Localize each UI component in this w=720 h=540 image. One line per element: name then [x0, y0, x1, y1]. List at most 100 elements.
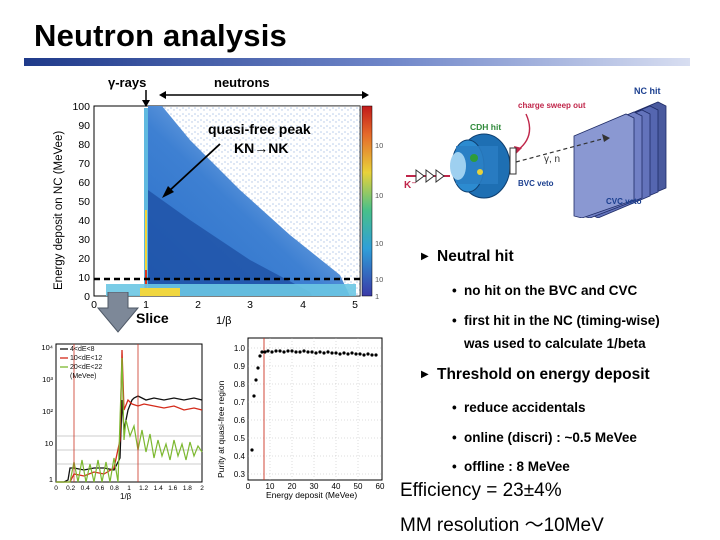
svg-text:50: 50	[354, 482, 363, 491]
svg-text:10: 10	[375, 191, 383, 200]
svg-text:0.9: 0.9	[234, 362, 246, 371]
svg-text:0: 0	[91, 299, 97, 311]
svg-text:1.8: 1.8	[183, 485, 192, 492]
neutrons-label: neutrons	[214, 75, 270, 90]
svg-text:20: 20	[288, 482, 297, 491]
nc-hit-label: NC hit	[634, 86, 661, 96]
slice-arrow-icon	[96, 292, 140, 333]
svg-text:0.4: 0.4	[234, 452, 246, 461]
svg-text:1.6: 1.6	[168, 485, 177, 492]
svg-text:10: 10	[78, 272, 90, 284]
svg-text:20<dE<22: 20<dE<22	[70, 364, 102, 371]
svg-text:(MeVee): (MeVee)	[70, 373, 96, 380]
svg-text:10³: 10³	[42, 375, 53, 384]
dot-bullet-icon: •	[452, 283, 457, 298]
svg-text:4<dE<8: 4<dE<8	[70, 346, 95, 353]
colorbar-ticks: 10 10 10 10 1	[375, 141, 383, 301]
title-divider	[24, 58, 690, 66]
purity-yticks: 1.0 0.9 0.8 0.7 0.6 0.5 0.4 0.3	[234, 344, 246, 479]
svg-text:0.5: 0.5	[234, 434, 246, 443]
purity-plot: Purity at quasi-free region 1.0 0.9 0.8 …	[216, 337, 385, 500]
purity-xticks: 0 10 20 30 40 50 60	[246, 482, 385, 491]
quasi-free-peak-label: quasi-free peak	[208, 121, 311, 137]
svg-text:0.6: 0.6	[234, 416, 246, 425]
svg-text:60: 60	[78, 177, 90, 189]
threshold-sub-2: • online (discri) : ~0.5 MeVee	[452, 430, 637, 445]
purity-xlabel: Energy deposit (MeVee)	[266, 490, 357, 500]
cdh-hit-label: CDH hit	[470, 122, 501, 132]
svg-text:1: 1	[49, 475, 53, 484]
svg-text:1.4: 1.4	[154, 485, 163, 492]
threshold-heading: ▶ Threshold on energy deposit	[421, 366, 650, 383]
cvc-veto-label: CVC veto	[606, 197, 642, 206]
neutron-counter-layers	[573, 101, 667, 218]
svg-text:40: 40	[78, 215, 90, 227]
dot-bullet-icon: •	[452, 400, 457, 415]
efficiency-note: Efficiency = 23±4%	[400, 480, 562, 501]
purity-ylabel: Purity at quasi-free region	[216, 380, 226, 478]
svg-text:0.7: 0.7	[234, 398, 246, 407]
svg-text:5: 5	[352, 299, 358, 311]
gamma-n-label: γ, n	[544, 154, 560, 165]
svg-text:100: 100	[72, 101, 90, 113]
main-2d-histogram: γ-rays neutrons quasi-free peak KN→NK En…	[53, 75, 383, 327]
svg-text:30: 30	[78, 234, 90, 246]
neutral-sub-2: • first hit in the NC (timing-wise)	[452, 313, 660, 328]
svg-text:2: 2	[195, 299, 201, 311]
svg-text:0.6: 0.6	[95, 485, 104, 492]
slice-xticks: 0 0.2 0.4 0.6 0.8 1 1.2 1.4 1.6 1.8 2	[54, 485, 204, 492]
svg-text:10: 10	[375, 275, 383, 284]
bvc-veto-label: BVC veto	[518, 179, 554, 188]
svg-text:60: 60	[376, 482, 385, 491]
svg-text:0.4: 0.4	[81, 485, 90, 492]
dot-bullet-icon: •	[452, 430, 457, 445]
threshold-sub-3: • offline : 8 MeVee	[452, 459, 570, 474]
svg-text:4: 4	[300, 299, 306, 311]
main-yticks: 0 10 20 30 40 50 60 70 80 90 100	[72, 101, 90, 303]
svg-text:30: 30	[310, 482, 319, 491]
svg-text:40: 40	[332, 482, 341, 491]
svg-text:10⁴: 10⁴	[41, 343, 53, 352]
svg-text:10: 10	[266, 482, 275, 491]
main-ylabel: Energy deposit on NC (MeVee)	[53, 131, 65, 290]
main-xticks: 0 1 2 3 4 5	[91, 299, 358, 311]
neutral-sub-1: • no hit on the BVC and CVC	[452, 283, 638, 298]
svg-text:10: 10	[375, 239, 383, 248]
svg-text:0.2: 0.2	[66, 485, 75, 492]
slice-label: Slice	[136, 310, 169, 326]
colorbar	[361, 105, 373, 297]
dot-bullet-icon: •	[452, 459, 457, 474]
svg-text:0.8: 0.8	[234, 380, 246, 389]
slice-legend: 4<dE<8 10<dE<12 20<dE<22 (MeVee)	[60, 346, 102, 380]
k-minus-label: K⁻	[404, 180, 417, 191]
svg-text:1: 1	[375, 292, 379, 301]
svg-text:1.0: 1.0	[234, 344, 246, 353]
neutral-sub-2-cont: was used to calculate 1/beta	[464, 336, 646, 351]
svg-text:1: 1	[127, 485, 131, 492]
svg-text:1: 1	[143, 299, 149, 311]
slice-yticks: 10⁴ 10³ 10² 10 1	[41, 343, 53, 484]
svg-text:0: 0	[54, 485, 58, 492]
svg-text:0: 0	[246, 482, 251, 491]
svg-text:2: 2	[200, 485, 204, 492]
charge-sweep-label: charge sweep out	[518, 101, 586, 110]
svg-text:0: 0	[84, 291, 90, 303]
slide-title: Neutron analysis	[34, 18, 288, 53]
dot-bullet-icon: •	[452, 313, 457, 328]
threshold-sub-1: • reduce accidentals	[452, 400, 586, 415]
svg-text:10: 10	[375, 141, 383, 150]
svg-text:50: 50	[78, 196, 90, 208]
main-xlabel: 1/β	[216, 315, 232, 327]
svg-text:90: 90	[78, 120, 90, 132]
reaction-label: KN→NK	[234, 140, 288, 156]
svg-text:0.8: 0.8	[110, 485, 119, 492]
triangle-bullet-icon: ▶	[421, 369, 429, 380]
svg-text:10²: 10²	[42, 407, 53, 416]
svg-text:20: 20	[78, 253, 90, 265]
slice-xlabel: 1/β	[120, 492, 132, 500]
resolution-note: MM resolution ～10MeV	[400, 515, 604, 536]
slice-histogram: 4<dE<8 10<dE<12 20<dE<22 (MeVee) 10⁴ 10³…	[41, 343, 204, 500]
detector-schematic: NC hit charge sweep out CDH hit K⁻ γ, n …	[404, 86, 667, 218]
svg-text:10: 10	[45, 439, 53, 448]
svg-text:3: 3	[247, 299, 253, 311]
